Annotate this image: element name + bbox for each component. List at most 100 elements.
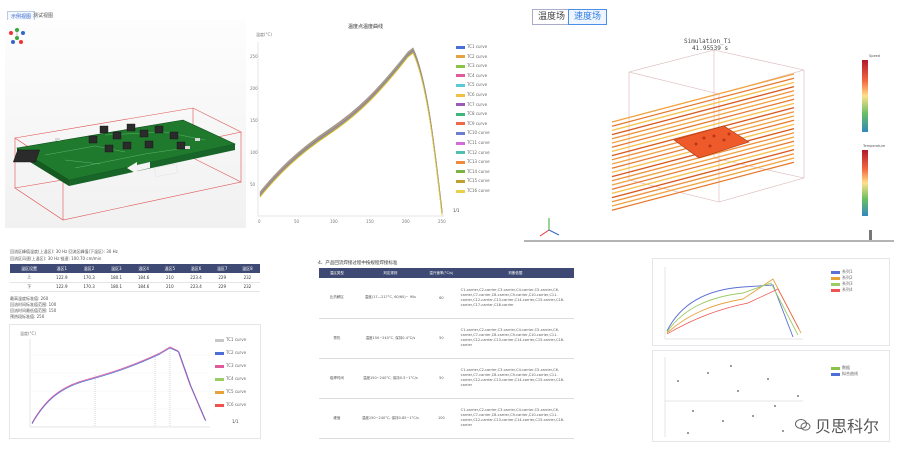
- table-cell: 比热解区: [319, 278, 355, 319]
- streamline: [611, 94, 795, 144]
- table-header: 温区类型: [319, 268, 355, 278]
- legend-item[interactable]: TC5 curve: [456, 82, 487, 87]
- legend-swatch: [456, 93, 465, 97]
- pcb-3d-viewport[interactable]: [5, 20, 246, 228]
- table-header: 温区7: [209, 264, 235, 273]
- legend-label: TC13 curve: [467, 159, 490, 165]
- legend-label: TC12 curve: [467, 149, 490, 155]
- legend-swatch: [456, 45, 465, 49]
- streamline: [611, 102, 795, 153]
- temperature-legend-title: Temperature: [863, 144, 886, 148]
- legend-label: TC3 curve: [467, 63, 488, 69]
- table-cell: 170.3: [75, 282, 103, 292]
- table-cell: 229: [209, 282, 235, 292]
- legend-swatch: [456, 55, 465, 59]
- profile-y-label: 温度(°C): [20, 330, 36, 336]
- mini-legend-item[interactable]: 数据: [831, 365, 850, 371]
- mini-legend-item[interactable]: 系列4: [831, 287, 853, 293]
- legend-item[interactable]: TC11 curve: [456, 140, 490, 145]
- table-header: 温升速率(°C/s): [426, 268, 457, 278]
- legend-label: TC2 curve: [467, 53, 488, 59]
- legend-item[interactable]: TC1 curve: [456, 44, 487, 49]
- legend-item[interactable]: TC3 curve: [456, 63, 487, 68]
- table-cell: 50: [426, 358, 457, 399]
- profile-legend-item[interactable]: TC6 curve: [215, 402, 246, 407]
- simulation-3d-viewport[interactable]: Simulation_Ti 41.95539 s Speed Temperatu…: [524, 30, 894, 242]
- streamline: [611, 161, 795, 211]
- y-tick-label: 150: [250, 118, 258, 123]
- legend-item[interactable]: TC9 curve: [456, 121, 487, 126]
- note-2: 回流时间标准值范围: 100: [10, 302, 57, 307]
- table-cell: 170.3: [75, 273, 103, 283]
- temperature-chart-svg: 温度(°C) 250 200 150 100 50 0 50 100 150 200 250: [250, 31, 446, 224]
- note-4: 预热段标准值: 250: [10, 314, 45, 319]
- legend-label: TC4 curve: [226, 376, 247, 381]
- legend-item[interactable]: TC15 curve: [456, 178, 490, 183]
- legend-swatch: [456, 64, 465, 68]
- legend-item[interactable]: TC7 curve: [456, 102, 487, 107]
- mini-legend-item[interactable]: 系列3: [831, 281, 853, 287]
- mini-legend-item[interactable]: 拟合曲线: [831, 371, 858, 377]
- table-cell: 210: [157, 282, 183, 292]
- temperature-series-line: [259, 51, 443, 215]
- legend-label: 系列3: [842, 281, 853, 286]
- table-row: 下 122.9 170.3 180.1 184.6 210 223.4 229 232: [10, 282, 260, 292]
- mini-scatter-chart: 数据 拟合曲线: [652, 350, 890, 442]
- table-cell: 温度150~240°C, 保持0-4°C/s: [354, 318, 427, 359]
- legend-item[interactable]: TC4 curve: [456, 73, 487, 78]
- legend-swatch: [456, 83, 465, 87]
- streamline: [611, 81, 795, 132]
- legend-item[interactable]: TC6 curve: [456, 92, 487, 97]
- table-cell: 180.1: [102, 273, 130, 283]
- legend-label: 数据: [842, 365, 850, 370]
- legend-pager[interactable]: 1/1: [453, 208, 460, 213]
- table-row: 比热解区 温度(17—217°C, 60/60)~ 90s 60 C1-carrier…: [319, 278, 574, 319]
- tab-velocity-field[interactable]: 速度场: [568, 9, 608, 25]
- legend-label: TC1 curve: [467, 44, 488, 49]
- table-cell: C1-carrier,C2-carrier,C3-carrier,C4-carr…: [456, 358, 574, 399]
- mini-legend-item[interactable]: 系列1: [831, 269, 853, 275]
- note-3: 回流时间最低值范围: 150: [10, 308, 57, 313]
- mini-legend-item[interactable]: 系列2: [831, 275, 853, 281]
- profile-legend-item[interactable]: TC5 curve: [215, 389, 246, 394]
- profile-pager[interactable]: 1/1: [232, 419, 239, 424]
- table-cell: 预热: [319, 318, 355, 359]
- reflow-profile-panel: 温度(°C) TC1 curve TC2 curve TC3 curve TC4 cu…: [9, 324, 261, 439]
- table-cell: 50: [426, 318, 457, 359]
- temperature-series-line: [259, 50, 443, 214]
- legend-swatch: [215, 364, 224, 368]
- legend-swatch: [456, 122, 465, 126]
- watermark: 贝思科尔: [794, 413, 879, 437]
- legend-item[interactable]: TC10 curve: [456, 130, 490, 135]
- legend-label: TC3 curve: [226, 363, 247, 368]
- temperature-series-line: [259, 48, 443, 211]
- legend-item[interactable]: TC14 curve: [456, 169, 490, 174]
- table-cell: 温度150~240°C, 保持0.5~1°C/s: [354, 358, 427, 399]
- legend-swatch: [456, 74, 465, 78]
- legend-item[interactable]: TC12 curve: [456, 150, 490, 155]
- profile-legend-item[interactable]: TC3 curve: [215, 363, 246, 368]
- legend-item[interactable]: TC16 curve: [456, 188, 490, 193]
- tab-test-view[interactable]: 测试视图: [33, 13, 54, 19]
- legend-item[interactable]: TC8 curve: [456, 111, 487, 116]
- legend-item[interactable]: TC2 curve: [456, 54, 487, 59]
- legend-swatch: [456, 170, 465, 174]
- legend-label: TC15 curve: [467, 178, 490, 184]
- speed-legend-title: Speed: [869, 54, 880, 58]
- table-header: 温区3: [102, 264, 130, 273]
- legend-label: TC6 curve: [226, 402, 247, 407]
- table-cell: C1-carrier,C2-carrier,C3-carrier,C4-carr…: [456, 278, 574, 319]
- profile-legend-item[interactable]: TC2 curve: [215, 350, 246, 355]
- tab-temperature-field[interactable]: 温度场: [532, 9, 572, 25]
- legend-label: TC5 curve: [226, 389, 247, 394]
- legend-swatch: [456, 151, 465, 155]
- chart-title: 温度点温度曲线: [348, 24, 384, 30]
- legend-item[interactable]: TC13 curve: [456, 159, 490, 164]
- legend-swatch: [456, 160, 465, 164]
- temperature-series-line: [259, 47, 443, 211]
- profile-legend-item[interactable]: TC4 curve: [215, 376, 246, 381]
- profile-legend-item[interactable]: TC1 curve: [215, 337, 246, 342]
- temperature-series-line: [259, 49, 443, 213]
- table-cell: 210: [157, 273, 183, 283]
- temperature-series-line: [259, 51, 443, 214]
